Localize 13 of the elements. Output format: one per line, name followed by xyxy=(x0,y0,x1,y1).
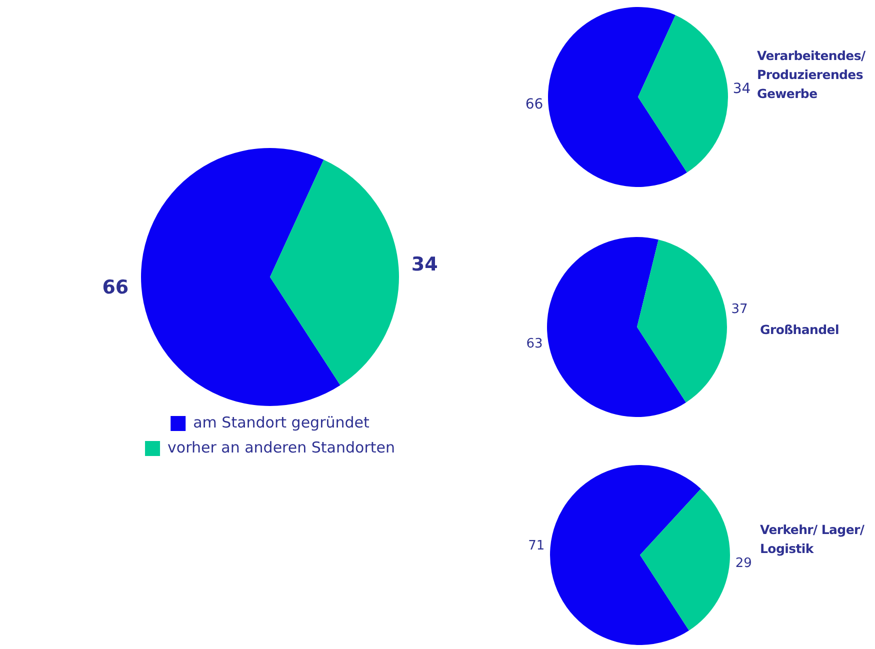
data-label: 63 xyxy=(526,336,543,352)
data-label: 37 xyxy=(731,302,748,318)
data-label: 66 xyxy=(525,96,544,112)
legend-label: am Standort gegründet xyxy=(193,413,370,432)
data-label: 71 xyxy=(528,538,545,554)
data-label: 34 xyxy=(411,254,438,276)
text: Verkehr/ Lager/ Logistik xyxy=(760,521,866,558)
text: Großhandel xyxy=(760,321,840,339)
data-label: 29 xyxy=(735,556,752,572)
data-label: 34 xyxy=(732,81,751,98)
text: Verarbeitendes/ Produzierendes Gewerbe xyxy=(757,47,866,103)
legend-label: vorher an anderen Standorten xyxy=(168,438,395,456)
data-label: 66 xyxy=(102,276,129,298)
